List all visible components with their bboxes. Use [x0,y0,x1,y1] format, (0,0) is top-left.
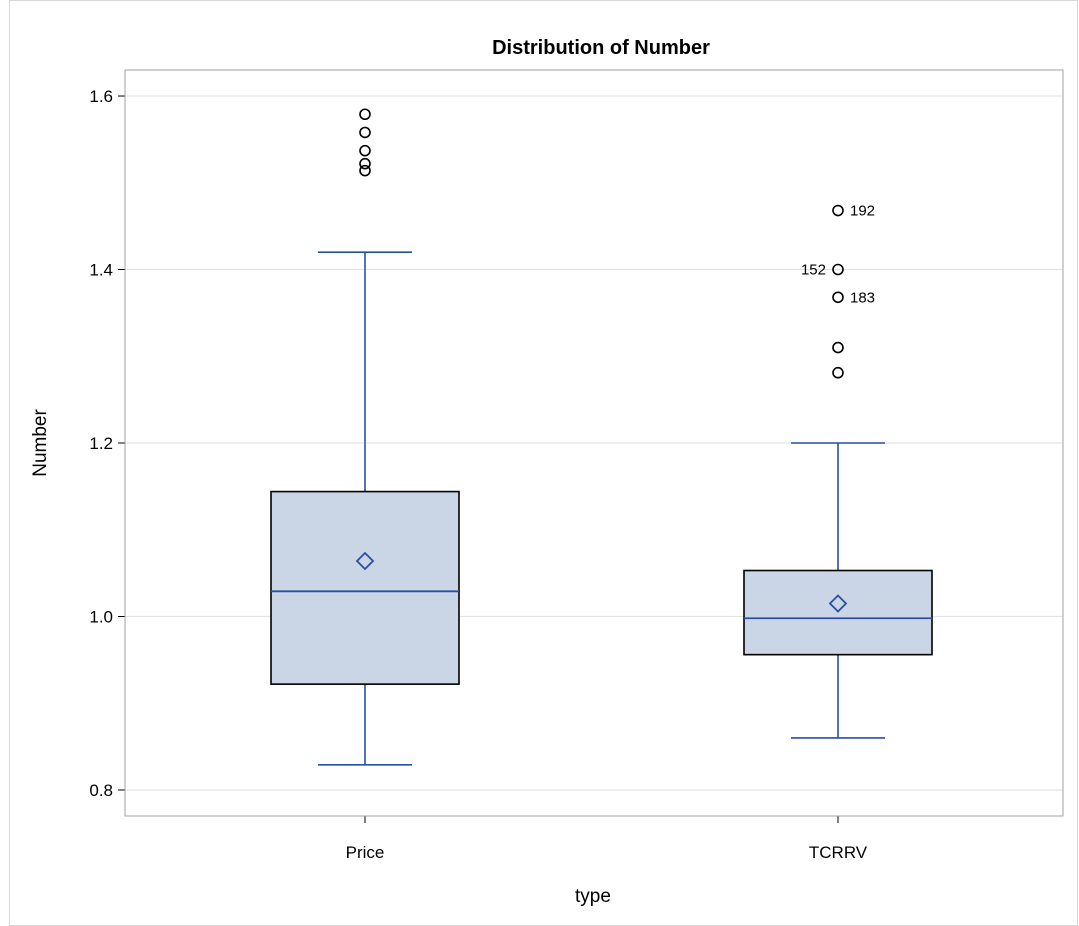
y-axis-label: Number [30,409,51,477]
figure-border [9,0,1078,926]
grid-lines [125,95,1063,791]
mean-marker [355,551,375,571]
x-axis-label: type [575,886,611,907]
x-tick-label: Price [346,843,385,862]
y-tick-label: 1.4 [89,261,113,280]
x-tick-label: TCRRV [809,843,868,862]
outlier-point [359,164,371,177]
y-tick-label: 0.8 [89,781,113,800]
outlier-point [359,126,371,139]
plot-area: 192 152 183 [270,108,933,766]
outlier-point [359,108,371,121]
outlier-label: 152 [801,262,826,279]
box-group-price [270,108,460,766]
outlier-point [832,341,844,354]
outlier-label: 183 [850,289,875,306]
y-tick-label: 1.0 [89,607,113,626]
mean-marker [828,594,848,613]
outlier-point [832,204,844,217]
outlier-point [359,144,371,157]
box-iqr [270,490,460,685]
outlier-point [832,366,844,379]
chart-title: Distribution of Number [492,37,710,59]
outlier-point [832,291,844,304]
outlier-point [832,263,844,276]
y-tick-label: 1.6 [89,87,113,106]
outlier-label: 192 [850,203,875,220]
axes: 0.8 1.0 1.2 1.4 1.6 Price TCRRV [89,87,867,862]
y-tick-label: 1.2 [89,434,113,453]
outlier-point [359,157,371,170]
box-group-tcrrv: 192 152 183 [743,203,933,739]
plot-frame [124,69,1064,817]
